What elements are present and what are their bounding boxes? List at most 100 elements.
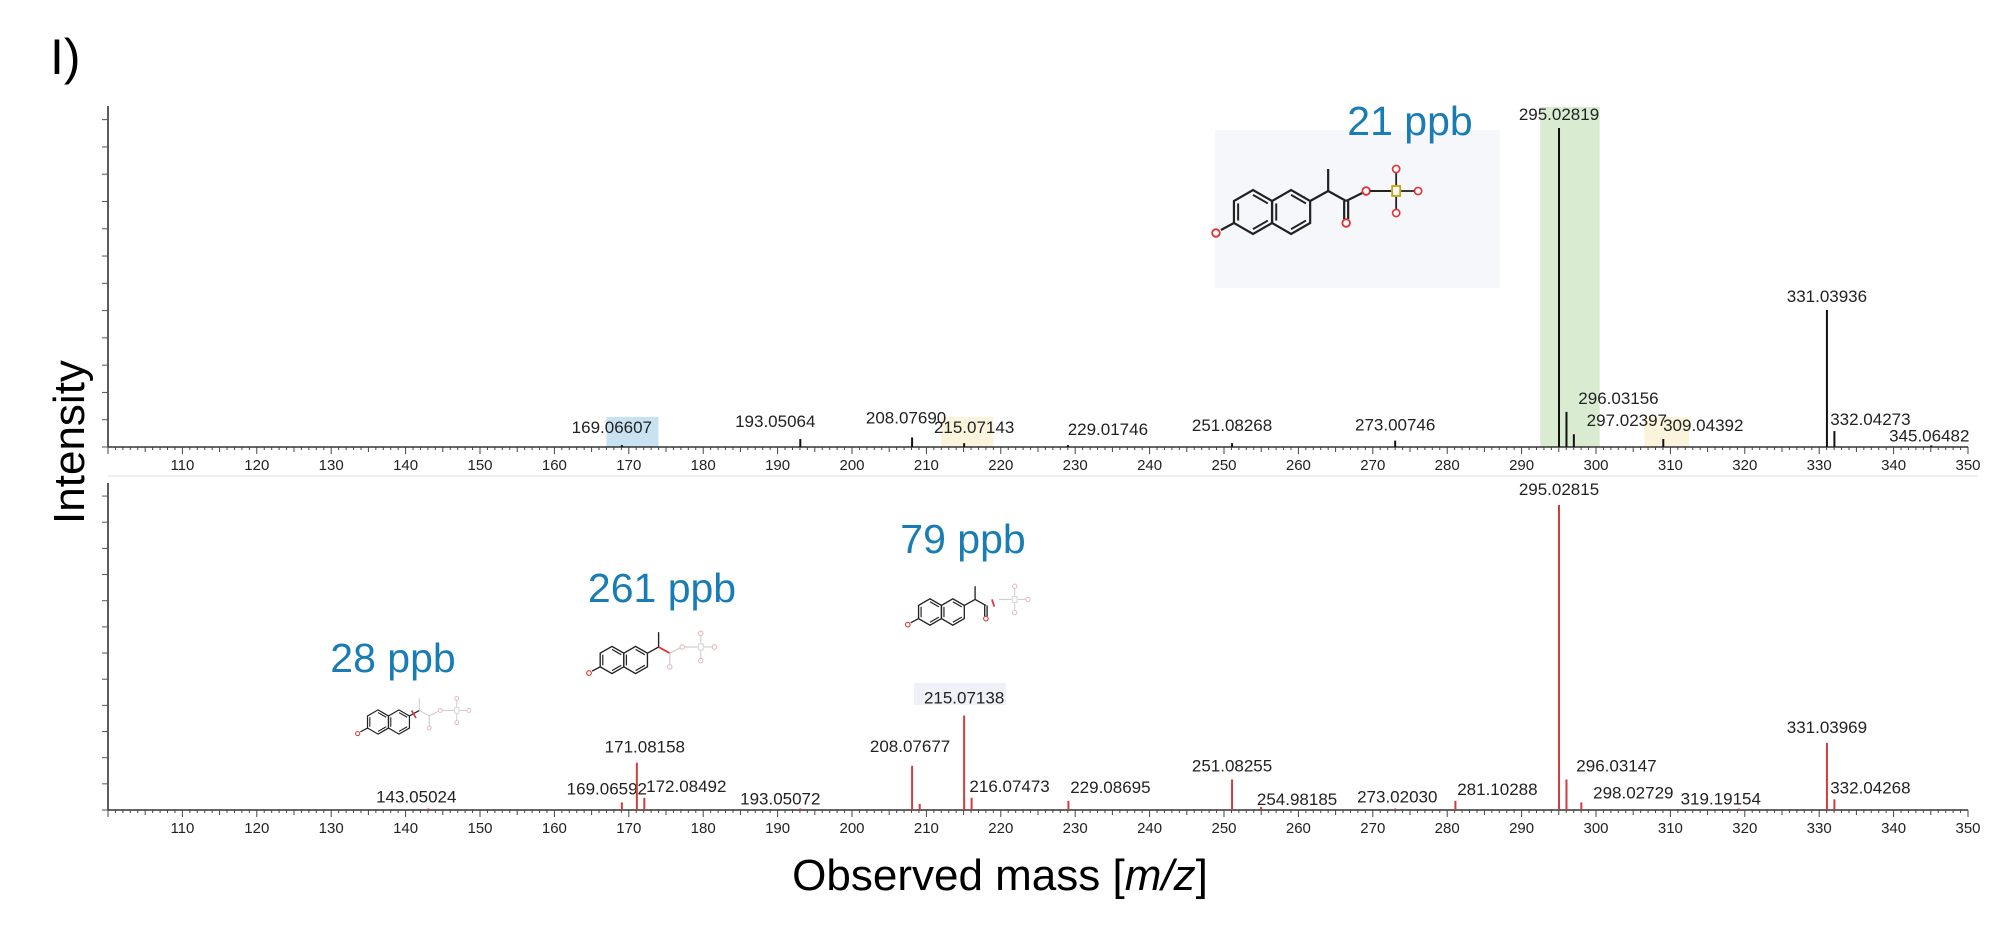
peak-label: 216.07473 bbox=[969, 777, 1049, 796]
peak-label: 193.05072 bbox=[740, 789, 820, 808]
structure-fragment bbox=[355, 695, 472, 737]
double-bond bbox=[611, 664, 622, 672]
x-tick-label: 120 bbox=[244, 457, 269, 474]
chain-bond bbox=[647, 646, 659, 654]
x-tick-label: 230 bbox=[1063, 457, 1088, 474]
peak-label: 215.07138 bbox=[924, 688, 1004, 707]
ring-2 bbox=[623, 645, 649, 675]
x-tick-label: 240 bbox=[1137, 820, 1162, 837]
x-tick-label: 120 bbox=[244, 820, 269, 837]
x-tick-label: 150 bbox=[467, 820, 492, 837]
sulfate-oxygen bbox=[1391, 208, 1401, 218]
ring-2 bbox=[387, 709, 411, 735]
sulfur-atom bbox=[454, 707, 460, 714]
ring-2 bbox=[940, 598, 965, 626]
peak-label: 331.03969 bbox=[1787, 718, 1867, 737]
peak-label: 251.08255 bbox=[1192, 757, 1272, 776]
x-tick-label: 220 bbox=[988, 457, 1013, 474]
hydroxyl-oxygen bbox=[355, 730, 361, 737]
hydroxyl-bond bbox=[360, 727, 368, 733]
hydroxyl-oxygen bbox=[1211, 228, 1221, 238]
x-tick-label: 270 bbox=[1360, 457, 1385, 474]
x-tick-label: 350 bbox=[1955, 457, 1980, 474]
faded-oxygen bbox=[679, 644, 685, 650]
x-tick-label: 220 bbox=[988, 820, 1013, 837]
double-bond bbox=[1290, 219, 1307, 231]
x-tick-label: 300 bbox=[1583, 820, 1608, 837]
x-tick-label: 330 bbox=[1807, 457, 1832, 474]
faded-oxygen bbox=[667, 664, 673, 670]
sulfate-oxygen bbox=[711, 644, 718, 650]
peak-label: 273.00746 bbox=[1355, 416, 1435, 435]
peak-label: 208.07677 bbox=[870, 737, 950, 756]
peak-label: 273.02030 bbox=[1357, 787, 1437, 806]
label-highlight bbox=[914, 683, 1006, 705]
x-tick-label: 300 bbox=[1583, 457, 1608, 474]
chain-bond bbox=[1309, 190, 1329, 202]
x-axis-label-unit: m/z bbox=[1124, 851, 1196, 900]
structure-box bbox=[1215, 130, 1500, 288]
x-tick-label: 180 bbox=[691, 457, 716, 474]
ring-1 bbox=[599, 645, 625, 675]
x-tick-label: 130 bbox=[319, 457, 344, 474]
x-tick-label: 340 bbox=[1881, 457, 1906, 474]
peak-label: 297.02397 bbox=[1587, 411, 1667, 430]
peak-label: 298.02729 bbox=[1593, 783, 1673, 802]
hydroxyl-oxygen bbox=[904, 621, 911, 628]
peak-label: 254.98185 bbox=[1257, 790, 1337, 809]
sulfate-oxygen bbox=[454, 695, 460, 701]
x-tick-label: 230 bbox=[1063, 820, 1088, 837]
ppb-annotation: 21 ppb bbox=[1347, 98, 1472, 144]
peak-label: 171.08158 bbox=[605, 738, 685, 757]
peak-label: 332.04273 bbox=[1830, 410, 1910, 429]
faded-oxygen bbox=[437, 708, 443, 713]
x-tick-label: 110 bbox=[170, 820, 194, 837]
peak-label: 296.03147 bbox=[1576, 757, 1656, 776]
x-tick-label: 310 bbox=[1658, 820, 1683, 837]
x-tick-label: 170 bbox=[616, 820, 641, 837]
sulfur-atom bbox=[1011, 595, 1018, 603]
x-tick-label: 190 bbox=[765, 457, 790, 474]
double-bond bbox=[611, 648, 622, 656]
x-tick-label: 320 bbox=[1732, 457, 1757, 474]
x-tick-label: 140 bbox=[393, 457, 418, 474]
sulfate-oxygen bbox=[466, 708, 472, 713]
x-tick-label: 260 bbox=[1286, 457, 1311, 474]
sulfate-oxygen bbox=[1012, 609, 1018, 616]
sulfate-oxygen bbox=[698, 630, 704, 637]
peak-label: 229.08695 bbox=[1070, 778, 1150, 797]
structure-fragment bbox=[904, 583, 1031, 628]
x-tick-label: 200 bbox=[839, 457, 864, 474]
ring-1 bbox=[366, 709, 390, 735]
highlight-band-yellow bbox=[941, 417, 994, 447]
faded-bond bbox=[669, 647, 680, 654]
ppb-annotation: 28 ppb bbox=[330, 635, 455, 681]
double-bond bbox=[929, 616, 940, 623]
peak-label: 281.10288 bbox=[1457, 780, 1537, 799]
cleavage-mark bbox=[991, 599, 996, 607]
double-bond bbox=[377, 726, 387, 732]
carbonyl-bond bbox=[1327, 190, 1347, 202]
sulfur-atom bbox=[697, 643, 704, 651]
x-tick-label: 260 bbox=[1286, 820, 1311, 837]
x-tick-label: 310 bbox=[1658, 457, 1683, 474]
peak-label: 169.06607 bbox=[572, 418, 652, 437]
x-tick-label: 270 bbox=[1360, 820, 1385, 837]
x-tick-label: 350 bbox=[1955, 820, 1980, 837]
carbonyl-oxygen bbox=[983, 615, 989, 622]
peak-label: 169.06592 bbox=[567, 779, 647, 798]
ester-bond bbox=[1345, 192, 1363, 202]
faded-bond bbox=[428, 711, 439, 717]
peak-label: 309.04392 bbox=[1663, 416, 1743, 435]
peak-label: 295.02815 bbox=[1519, 480, 1599, 499]
double-bond bbox=[952, 616, 963, 623]
peak-label: 331.03936 bbox=[1787, 287, 1867, 306]
bottom-spectrum-peaks: 143.05024 169.06592 171.08158 172.08492 193.… bbox=[376, 480, 1911, 810]
peak-label: 296.03156 bbox=[1578, 389, 1658, 408]
hydroxyl-bond bbox=[910, 618, 919, 624]
double-bond bbox=[377, 712, 387, 718]
x-tick-label: 130 bbox=[319, 820, 344, 837]
x-tick-label: 200 bbox=[839, 820, 864, 837]
